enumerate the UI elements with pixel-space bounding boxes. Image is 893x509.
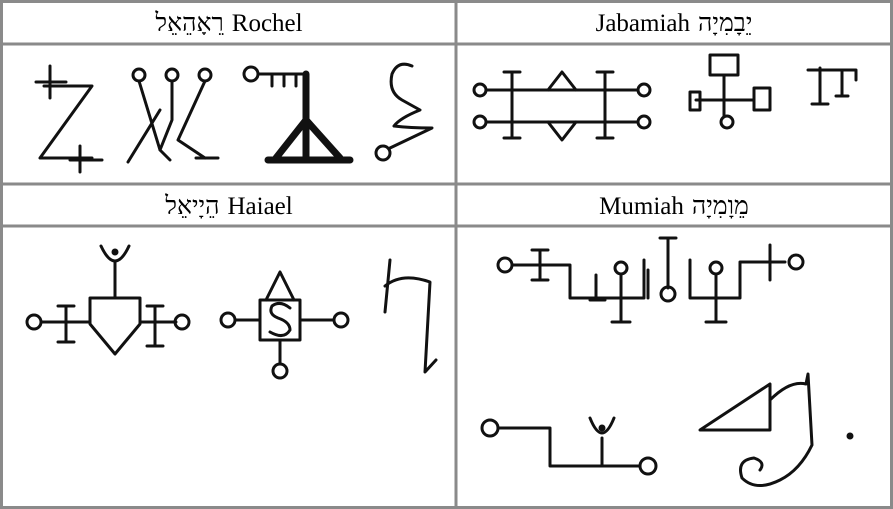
hebrew-name: רֵאָהֵאֵל xyxy=(155,9,224,37)
hebrew-name: מֵוָמִיָה xyxy=(691,192,749,220)
sigil-rochel xyxy=(34,62,434,174)
angel-name: Rochel xyxy=(231,9,303,37)
cell-header: הֵיָיאֵל Haiael xyxy=(3,186,455,227)
sigil-haiael xyxy=(25,244,438,380)
angel-name: Jabamiah xyxy=(595,9,691,37)
sigil-jabamiah xyxy=(472,53,858,142)
cell-header: Jabamiah יֵבָמִיָה xyxy=(458,3,890,44)
sigil-mumiah xyxy=(480,236,854,487)
hebrew-name: יֵבָמִיָה xyxy=(698,9,753,37)
angel-name: Haiael xyxy=(227,192,293,220)
angel-name: Mumiah xyxy=(599,192,684,220)
hebrew-name: הֵיָיאֵל xyxy=(165,192,220,220)
cell-header: Mumiah מֵוָמִיָה xyxy=(458,186,890,227)
cell-header: רֵאָהֵאֵל Rochel xyxy=(3,3,455,44)
